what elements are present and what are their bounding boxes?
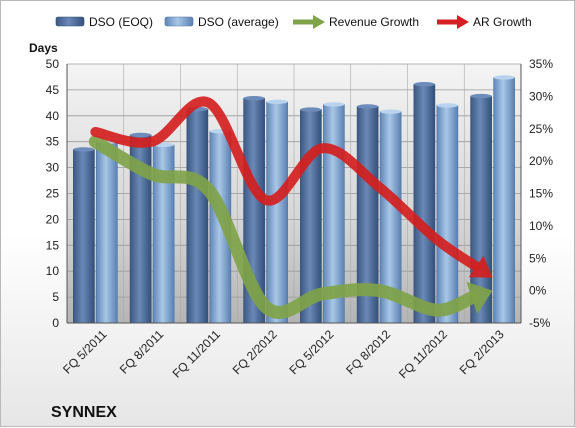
- x-tick-label: FQ 11/2012: [396, 327, 450, 381]
- y2-tick-label: 5%: [529, 251, 547, 265]
- x-tick-label: FQ 2/2013: [457, 327, 507, 377]
- y2-tick-label: 35%: [529, 57, 553, 71]
- bar-dso-average: [96, 141, 118, 324]
- legend-label-ar-growth: AR Growth: [473, 15, 532, 29]
- legend-arrow-revenue-growth: [293, 15, 325, 29]
- y-tick-label: 0: [52, 316, 59, 330]
- arrowhead-revenue-growth: [466, 281, 493, 314]
- y2-tick-label: 10%: [529, 219, 553, 233]
- bar-top: [243, 95, 265, 101]
- y-tick-label: 25: [46, 187, 60, 201]
- axes: [66, 64, 522, 324]
- y2-tick-label: 25%: [529, 122, 553, 136]
- bar-dso-average: [436, 105, 459, 324]
- bar-top: [380, 109, 402, 114]
- y2-tick-label: 15%: [529, 187, 553, 201]
- y-tick-label: 30: [46, 161, 60, 175]
- legend-label-dso-average: DSO (average): [198, 15, 279, 29]
- bars: [73, 75, 515, 324]
- bar-dso-eoq: [73, 149, 95, 324]
- x-tick-label: FQ 8/2011: [117, 327, 167, 377]
- y-tick-label: 15: [46, 238, 60, 252]
- y-tick-label: 20: [46, 212, 60, 226]
- x-tick-label: FQ 8/2012: [343, 327, 393, 377]
- bar-top: [130, 132, 152, 138]
- y2-tick-label: 0%: [529, 284, 547, 298]
- x-tick-label: FQ 5/2012: [287, 327, 337, 377]
- bar-dso-average: [493, 77, 515, 324]
- x-tick-label: FQ 5/2011: [60, 327, 110, 377]
- legend-label-dso-eoq: DSO (EOQ): [89, 15, 153, 29]
- legend-arrow-ar-growth: [437, 15, 469, 29]
- y2-tick-label: 20%: [529, 154, 553, 168]
- bar-top: [73, 147, 95, 152]
- legend-swatch-dso-eoq: [55, 16, 85, 27]
- legend-swatch-dso-average: [164, 16, 194, 27]
- bar-top: [300, 107, 322, 112]
- x-tick-label: FQ 2/2012: [230, 327, 280, 377]
- y2-tick-label: 30%: [529, 89, 553, 103]
- company-name: SYNNEX: [51, 404, 117, 421]
- bar-top: [266, 99, 288, 105]
- bar-top: [493, 75, 515, 80]
- bar-top: [357, 104, 379, 109]
- bar-dso-average: [266, 101, 288, 324]
- line-ar-growth: [90, 96, 482, 272]
- bar-top: [413, 82, 435, 87]
- y-tick-label: 40: [46, 109, 60, 123]
- bar-top: [436, 103, 458, 108]
- bar-dso-eoq: [413, 83, 436, 324]
- x-tick-label: FQ 11/2011: [170, 327, 224, 381]
- legend-label-revenue-growth: Revenue Growth: [329, 15, 419, 29]
- y-tick-label: 10: [46, 264, 60, 278]
- legend: DSO (EOQ) DSO (average) Revenue Growth A…: [55, 15, 532, 29]
- y-axis-title: Days: [29, 41, 58, 55]
- y-tick-label: 5: [52, 290, 59, 304]
- line-revenue-growth: [88, 135, 479, 319]
- x-tick-labels: FQ 5/2011 FQ 8/2011 FQ 11/2011 FQ 2/2012 FQ …: [60, 327, 507, 381]
- bar-top: [323, 102, 345, 107]
- growth-lines: [88, 96, 493, 319]
- y-tick-label: 45: [46, 83, 60, 97]
- y2-tick-labels: -5% 0% 5% 10% 15% 20% 25% 30% 35%: [529, 57, 553, 330]
- bar-top: [470, 93, 492, 99]
- y2-tick-label: -5%: [529, 316, 551, 330]
- y-tick-label: 35: [46, 135, 60, 149]
- y-tick-label: 50: [46, 57, 60, 71]
- bar-dso-eoq: [186, 108, 209, 324]
- y-tick-labels: 0 5 10 15 20 25 30 35 40 45 50: [46, 57, 60, 330]
- arrowhead-ar-growth: [468, 255, 493, 278]
